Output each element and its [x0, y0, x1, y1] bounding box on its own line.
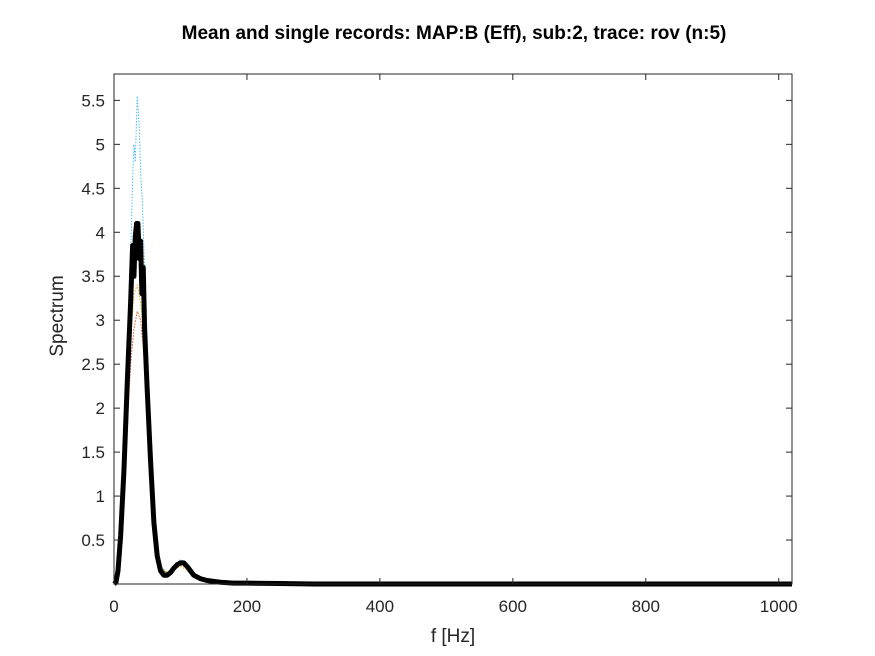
y-tick-label: 5 — [96, 135, 105, 154]
y-axis-label: Spectrum — [47, 275, 68, 356]
y-tick-label: 3 — [96, 311, 105, 330]
x-axis-label: f [Hz] — [431, 626, 475, 647]
x-tick-label: 0 — [109, 597, 118, 616]
y-tick-label: 0.5 — [81, 531, 105, 550]
y-tick-label: 1 — [96, 487, 105, 506]
chart-title: Mean and single records: MAP:B (Eff), su… — [182, 23, 727, 44]
y-tick-label: 2.5 — [81, 355, 105, 374]
y-tick-label: 2 — [96, 399, 105, 418]
y-tick-label: 4 — [96, 223, 105, 242]
series-layer — [112, 95, 792, 587]
y-tick-label: 1.5 — [81, 443, 105, 462]
axes-box — [113, 73, 793, 585]
y-tick-label: 5.5 — [81, 91, 105, 110]
y-tick-label: 4.5 — [81, 179, 105, 198]
x-tick-label: 1000 — [760, 597, 798, 616]
x-tick-label: 800 — [632, 597, 660, 616]
y-axis: 0.5 1 1.5 2 2.5 3 3.5 4 4.5 5 5.5 — [81, 91, 792, 550]
x-tick-label: 200 — [233, 597, 261, 616]
x-tick-label: 600 — [499, 597, 527, 616]
y-tick-label: 3.5 — [81, 267, 105, 286]
x-axis: 0 200 400 600 800 1000 — [109, 74, 798, 616]
x-tick-label: 400 — [366, 597, 394, 616]
plot-area — [114, 74, 792, 584]
mean-series-line — [112, 220, 792, 587]
